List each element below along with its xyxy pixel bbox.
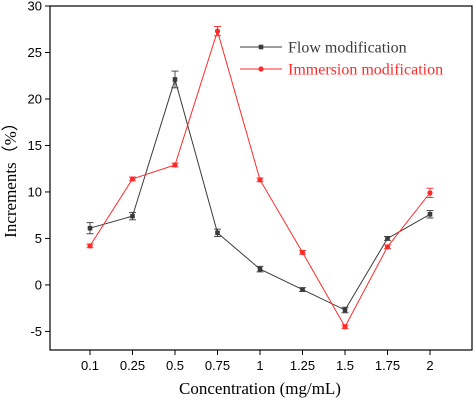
legend-item-2: Immersion modification bbox=[240, 62, 443, 79]
data-point bbox=[172, 77, 178, 82]
y-tick-label: 0 bbox=[35, 277, 42, 292]
series-layer bbox=[86, 26, 434, 330]
legend-label: Flow modification bbox=[288, 40, 407, 57]
data-point bbox=[214, 28, 221, 34]
series-line bbox=[89, 77, 431, 311]
x-tick-label: 0.1 bbox=[81, 358, 99, 373]
data-point bbox=[384, 244, 391, 250]
series-2 bbox=[86, 26, 434, 330]
data-point bbox=[87, 243, 93, 249]
y-axis-title: Increments（%） bbox=[1, 114, 20, 238]
data-point bbox=[257, 177, 263, 183]
x-tick-label: 1.25 bbox=[290, 358, 315, 373]
legend-item-1: Flow modification bbox=[240, 40, 407, 57]
data-point bbox=[427, 190, 433, 196]
plot-frame bbox=[49, 5, 473, 351]
legend-label: Immersion modification bbox=[288, 62, 443, 79]
x-tick-label: 2 bbox=[426, 358, 433, 373]
data-point bbox=[87, 225, 93, 231]
axes: -5 0 5 10 15 20 25 30 0.1 0.25 0.5 0.75 1 1.25 1.5 1.75… bbox=[28, 0, 473, 373]
legend: Flow modification Immersion modification bbox=[240, 40, 443, 79]
data-point bbox=[129, 176, 136, 182]
x-tick-label: 0.75 bbox=[205, 358, 230, 373]
x-tick-label: 1 bbox=[256, 358, 263, 373]
data-point bbox=[257, 266, 263, 272]
data-point bbox=[215, 230, 220, 236]
data-point bbox=[130, 213, 135, 219]
x-tick-label: 0.5 bbox=[166, 358, 184, 373]
x-tick-label: 0.25 bbox=[120, 358, 145, 373]
data-point bbox=[300, 287, 305, 292]
data-point bbox=[342, 324, 348, 330]
y-tick-label: 30 bbox=[28, 0, 42, 14]
legend-marker bbox=[258, 44, 264, 50]
x-tick-label: 1.75 bbox=[375, 358, 400, 373]
series-1 bbox=[86, 70, 434, 314]
y-tick-label: -5 bbox=[30, 324, 42, 339]
y-tick-label: 15 bbox=[28, 138, 42, 153]
data-point bbox=[427, 211, 433, 217]
data-point bbox=[299, 249, 306, 255]
data-point bbox=[172, 162, 178, 168]
data-point bbox=[342, 307, 348, 313]
x-tick-label: 1.5 bbox=[336, 358, 354, 373]
y-tick-label: 25 bbox=[28, 45, 42, 60]
x-axis-title: Concentration (mg/mL) bbox=[179, 379, 341, 398]
y-tick-label: 5 bbox=[35, 231, 42, 246]
data-point bbox=[385, 236, 390, 241]
y-tick-label: 20 bbox=[28, 91, 42, 106]
y-tick-label: 10 bbox=[28, 184, 42, 199]
legend-marker bbox=[258, 66, 264, 72]
